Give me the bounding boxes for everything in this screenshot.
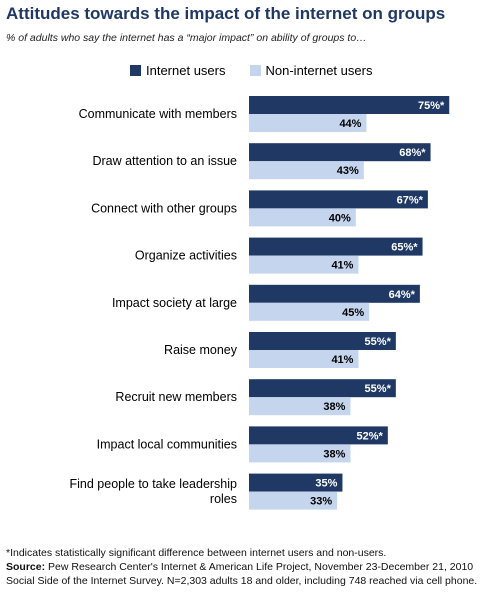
data-label-non-internet-users-connect-with-other-groups: 40% <box>329 212 351 224</box>
data-label-internet-users-raise-money: 55%* <box>365 336 392 348</box>
data-label-non-internet-users-organize-activities: 41% <box>331 260 353 272</box>
data-label-internet-users-connect-with-other-groups: 67%* <box>397 194 424 206</box>
bar-internet-users-connect-with-other-groups <box>249 190 428 209</box>
data-label-internet-users-recruit-new-members: 55%* <box>365 383 392 395</box>
data-label-non-internet-users-recruit-new-members: 38% <box>323 401 345 413</box>
data-label-internet-users-impact-local-communities: 52%* <box>357 430 384 442</box>
data-label-internet-users-communicate-with-members: 75%* <box>418 100 445 112</box>
legend-swatch-internet-users <box>130 65 141 76</box>
legend-swatch-non-internet-users <box>249 65 261 76</box>
bar-non-internet-users-impact-society-at-large <box>249 302 370 321</box>
bar-non-internet-users-impact-local-communities <box>249 444 351 463</box>
bar-non-internet-users-communicate-with-members <box>249 114 367 132</box>
legend-item-non-internet-users: Non-internet users <box>249 63 373 78</box>
chart-title: Attitudes towards the impact of the inte… <box>6 4 446 23</box>
category-label-organize-activities: Organize activities <box>135 249 237 263</box>
legend-label-internet-users: Internet users <box>146 63 226 78</box>
category-label-recruit-new-members: Recruit new members <box>115 390 237 404</box>
bar-internet-users-communicate-with-members <box>249 96 450 114</box>
data-label-non-internet-users-find-people-to-take-leadership-roles: 33% <box>310 496 332 508</box>
bar-internet-users-impact-local-communities <box>249 426 388 445</box>
footnotes: *Indicates statistically significant dif… <box>6 546 477 588</box>
chart-subtitle: % of adults who say the internet has a “… <box>6 32 367 44</box>
data-label-internet-users-find-people-to-take-leadership-roles: 35% <box>315 478 337 490</box>
category-label-impact-local-communities: Impact local communities <box>97 437 237 451</box>
data-label-non-internet-users-raise-money: 41% <box>331 354 353 366</box>
legend: Internet users Non-internet users <box>130 63 396 78</box>
source-text: Pew Research Center's Internet & America… <box>48 561 474 573</box>
legend-label-non-internet-users: Non-internet users <box>265 63 373 78</box>
data-label-non-internet-users-impact-local-communities: 38% <box>323 448 345 460</box>
category-label-raise-money: Raise money <box>164 343 238 357</box>
survey-note: Social Side of the Internet Survey. N=2,… <box>6 575 478 587</box>
bar-non-internet-users-raise-money <box>249 350 359 368</box>
legend-item-internet-users: Internet users <box>130 63 226 78</box>
data-label-internet-users-draw-attention-to-an-issue: 68%* <box>399 147 426 159</box>
data-label-internet-users-organize-activities: 65%* <box>391 242 418 254</box>
bar-chart: Communicate with members 75%* 44% Draw atte… <box>70 96 450 510</box>
bar-non-internet-users-find-people-to-take-leadership-roles <box>249 491 338 510</box>
data-label-non-internet-users-impact-society-at-large: 45% <box>342 307 364 319</box>
bar-non-internet-users-recruit-new-members <box>249 397 351 416</box>
bar-internet-users-draw-attention-to-an-issue <box>249 143 431 162</box>
bar-internet-users-impact-society-at-large <box>249 284 420 303</box>
bar-non-internet-users-organize-activities <box>249 255 359 274</box>
significance-note: *Indicates statistically significant dif… <box>6 547 387 559</box>
category-label-connect-with-other-groups: Connect with other groups <box>91 201 237 215</box>
bar-internet-users-recruit-new-members <box>249 379 396 398</box>
category-label-draw-attention-to-an-issue: Draw attention to an issue <box>92 154 237 168</box>
source-line: Source: Pew Research Center's Internet &… <box>6 560 477 574</box>
data-label-non-internet-users-draw-attention-to-an-issue: 43% <box>337 165 359 177</box>
bar-internet-users-raise-money <box>249 332 396 350</box>
category-label-find-people-to-take-leadership-roles: Find people to take leadership roles <box>70 477 238 506</box>
data-label-internet-users-impact-society-at-large: 64%* <box>389 289 416 301</box>
bar-non-internet-users-connect-with-other-groups <box>249 208 356 227</box>
category-label-impact-society-at-large: Impact society at large <box>112 296 237 310</box>
bar-internet-users-organize-activities <box>249 237 423 256</box>
bar-internet-users-find-people-to-take-leadership-roles <box>249 473 343 492</box>
source-label: Source: <box>6 561 46 573</box>
data-label-non-internet-users-communicate-with-members: 44% <box>339 118 361 130</box>
bar-non-internet-users-draw-attention-to-an-issue <box>249 161 364 180</box>
category-label-communicate-with-members: Communicate with members <box>79 107 237 121</box>
